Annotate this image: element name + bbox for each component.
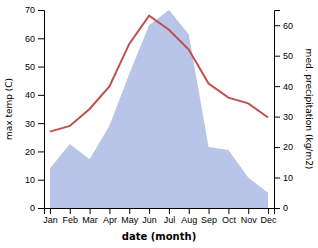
tick-mark [228,208,229,214]
tick-label: 60 [283,21,293,31]
chart: Jan FebMar Apr MayJun Jul Aug Sep Oct NovDec 0 10 2… [0,0,318,248]
tick-label: Aug [181,215,197,225]
y2-axis: 0 10 20 30 40 50 60 [274,11,293,214]
tick-mark [90,208,91,214]
tick: Mar [82,208,98,225]
tick-label: Oct [222,215,237,225]
tick-label: 10 [25,175,35,185]
tick: 70 [25,5,44,15]
tick: 20 [274,142,293,152]
tick-label: May [121,215,139,225]
y-axis-title: max temp (C) [4,78,14,140]
y2-axis-title: med. precipitation (kg/m2) [304,49,314,170]
tick-mark [50,208,51,214]
tick-mark [169,208,170,214]
tick: Oct [222,208,237,225]
tick-label: Mar [82,215,98,225]
tick: Aug [181,208,197,225]
tick-mark [274,25,280,26]
tick: Sep [201,208,217,225]
tick-mark [209,208,210,214]
tick-label: 40 [283,82,293,92]
tick-mark [274,117,280,118]
tick-mark [274,56,280,57]
x-axis-title: date (month) [122,231,196,242]
plot: Jan FebMar Apr MayJun Jul Aug Sep Oct NovDec 0 10 2… [4,5,314,242]
line [50,16,268,132]
tick-label: 10 [283,173,293,183]
tick: 50 [25,62,44,72]
tick-mark [38,67,44,68]
tick-label: Jul [164,215,176,225]
tick: 60 [274,21,293,31]
tick-mark [248,208,249,214]
tick-label: 0 [30,203,35,213]
tick-mark [38,10,44,11]
tick-mark [38,151,44,152]
axis-line [45,209,275,215]
tick-mark [38,208,44,209]
tick: 0 [30,203,44,213]
tick-mark [274,178,280,179]
y-axis: 0 10 20 30 40 50 60 70 [25,5,45,213]
tick: 60 [25,34,44,44]
tick: 20 [25,147,44,157]
tick: Jul [164,208,176,225]
axis-line [38,11,45,209]
tick-mark [129,208,130,214]
tick-label: Feb [63,215,79,225]
tick: Jan [43,208,58,225]
tick: Jun [142,208,157,225]
tick-mark [274,147,280,148]
tick: 0 [274,203,288,213]
area [50,10,268,208]
tick-mark [189,208,190,214]
tick: Nov [241,208,258,225]
tick-label: Apr [103,215,117,225]
tick: 30 [274,112,293,122]
tick-mark [38,38,44,39]
tick-mark [149,208,150,214]
tick-mark [268,208,269,214]
tick: Dec [261,208,278,225]
tick-label: 20 [25,147,35,157]
tick-label: 70 [25,5,35,15]
tick: Apr [103,208,117,225]
tick-mark [38,123,44,124]
tick-label: 20 [283,142,293,152]
tick: 10 [274,173,293,183]
tick-mark [274,86,280,87]
tick: 40 [274,82,293,92]
tick-label: 50 [283,51,293,61]
tick-label: Nov [241,215,258,225]
marks [50,10,268,208]
tick: 50 [274,51,293,61]
tick-label: 60 [25,34,35,44]
tick-mark [70,208,71,214]
tick: Feb [63,208,79,225]
x-axis: Jan FebMar Apr MayJun Jul Aug Sep Oct NovDec [43,208,277,225]
tick-mark [38,180,44,181]
tick: 40 [25,90,44,100]
tick-label: 50 [25,62,35,72]
tick: May [121,208,139,225]
tick-label: 0 [283,203,288,213]
tick-label: 30 [283,112,293,122]
tick-mark [109,208,110,214]
tick-label: Dec [261,215,278,225]
tick: 30 [25,119,44,129]
tick-mark [274,208,280,209]
tick: 10 [25,175,44,185]
tick-label: Jan [43,215,58,225]
tick-mark [38,95,44,96]
tick-label: 30 [25,119,35,129]
tick-label: Jun [142,215,157,225]
tick-label: 40 [25,90,35,100]
tick-label: Sep [201,215,217,225]
axis-line [275,11,281,209]
